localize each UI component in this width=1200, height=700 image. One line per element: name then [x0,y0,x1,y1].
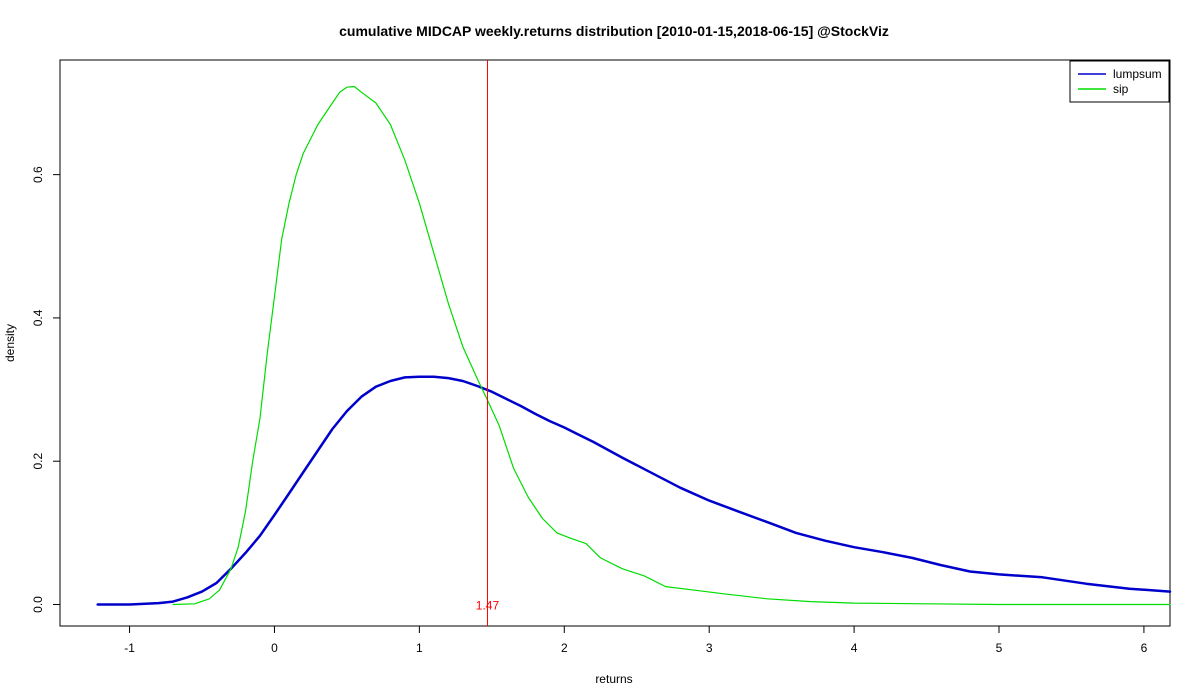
y-tick-label: 0.2 [31,453,45,470]
y-tick-label: 0.4 [31,309,45,326]
x-tick-label: 4 [851,641,858,655]
y-axis: 0.0 0.2 0.4 0.6 [31,166,60,613]
series-group [96,85,1172,606]
legend-label-lumpsum: lumpsum [1113,67,1162,81]
x-axis: -1 0 1 2 3 4 5 6 [124,626,1148,655]
x-tick-label: 3 [706,641,713,655]
y-tick-label: 0.6 [31,166,45,183]
legend-box [1069,60,1170,103]
reference-line-group: 1.47 [476,60,500,626]
series-line-lumpsum [96,375,1172,606]
plot-frame [59,59,1171,627]
y-tick-label: 0.0 [31,596,45,613]
x-axis-label: returns [595,672,632,686]
legend-label-sip: sip [1113,82,1129,96]
x-tick-label: 1 [416,641,423,655]
x-tick-label: -1 [124,641,135,655]
x-tick-label: 5 [996,641,1003,655]
x-tick-label: 2 [561,641,568,655]
chart-title: cumulative MIDCAP weekly.returns distrib… [339,23,889,39]
legend: lumpsum sip [1069,60,1170,103]
y-axis-label: density [3,324,17,362]
x-tick-label: 6 [1141,641,1148,655]
x-tick-label: 0 [271,641,278,655]
series-line-sip [172,85,1171,606]
reference-vline-label: 1.47 [476,599,500,613]
